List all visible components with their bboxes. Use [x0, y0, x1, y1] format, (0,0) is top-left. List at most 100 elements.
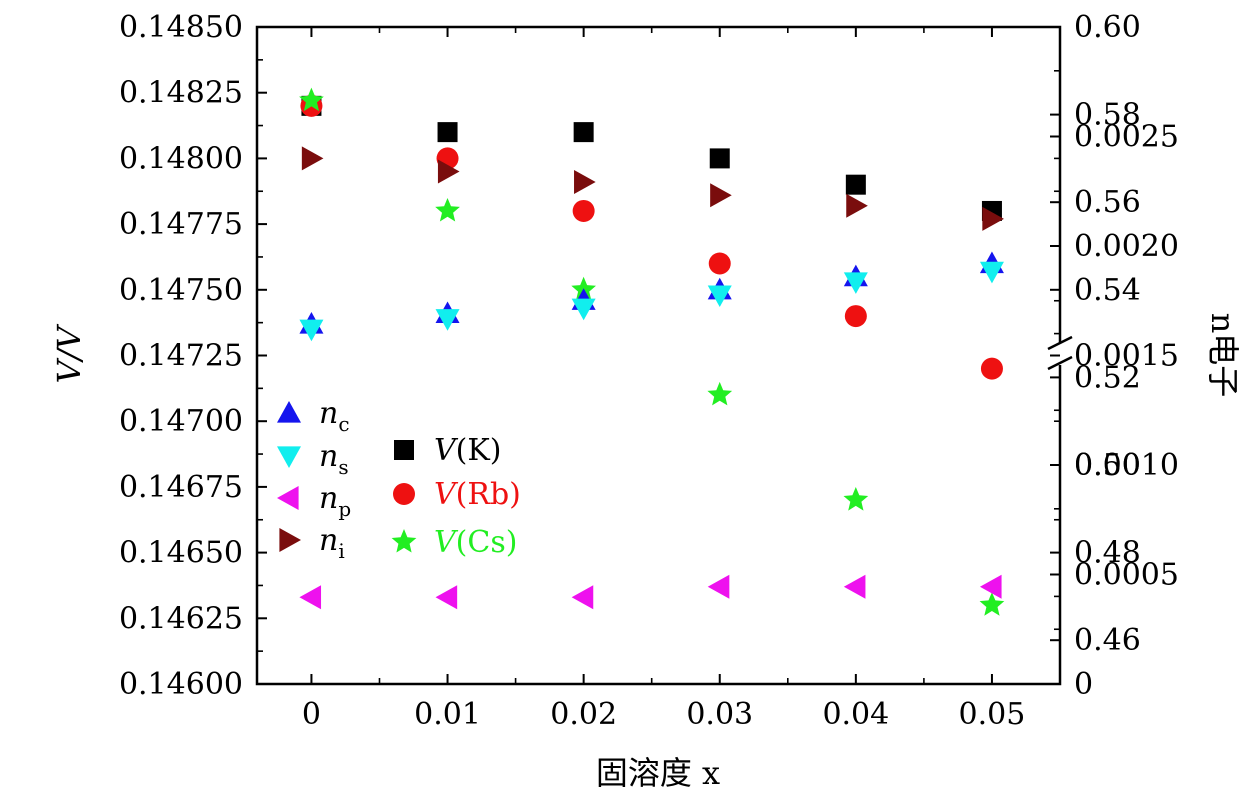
legend-entry: V(Cs) [391, 525, 517, 560]
x-tick-label: 0.05 [959, 697, 1026, 732]
point-vk [709, 148, 730, 169]
left-axis-title: V/V [50, 324, 88, 384]
series-V(K) [301, 95, 1002, 221]
point-vcs [435, 198, 460, 222]
point-ns [707, 285, 732, 308]
point-vcs [979, 592, 1005, 616]
x-axis-title: 固溶度 x [596, 754, 720, 792]
left-tick-label: 0.14600 [119, 667, 243, 702]
legend-marker [393, 483, 415, 505]
point-vrb [980, 357, 1003, 380]
x-tick-label: 0.01 [414, 697, 481, 732]
right-tick-label: 0.54 [1074, 273, 1141, 308]
point-vrb [844, 305, 867, 328]
point-vcs [843, 487, 869, 511]
legend-label: V(Rb) [434, 477, 521, 512]
point-ns [571, 298, 596, 321]
legend-marker [394, 440, 414, 460]
legend-marker [277, 486, 299, 510]
point-ni [301, 146, 324, 171]
x-tick-label: 0 [302, 697, 321, 732]
left-tick-label: 0.14725 [119, 339, 243, 374]
left-tick-label: 0.14800 [119, 141, 243, 176]
legend-entry: ni [279, 523, 345, 563]
point-np [707, 574, 730, 599]
right-axis-ticks: 0.46 0.48 0.50 0.52 0.54 0.56 0.58 0.60 0 0.0005 0… [1050, 10, 1179, 702]
legend-marker [277, 401, 301, 423]
legend-label: V(Cs) [434, 525, 517, 560]
legend-entry: V(K) [394, 433, 502, 468]
left-axis-ticks: 0.14600 0.14625 0.14650 0.14675 0.14700 0.147… [119, 10, 267, 702]
right-tick-label: 0.60 [1074, 10, 1141, 45]
right-tick-label: 0.50 [1074, 448, 1141, 483]
left-tick-label: 0.14850 [119, 10, 243, 45]
right-tick-label: 0.0025 [1074, 120, 1179, 155]
point-np [299, 585, 322, 610]
right-tick-label: 0.0005 [1074, 558, 1179, 593]
point-ns [979, 261, 1004, 284]
right-tick-label: 0.58 [1074, 98, 1141, 133]
x-tick-label: 0.02 [550, 697, 617, 732]
point-ns [435, 309, 460, 331]
legend-marker [279, 528, 301, 552]
point-vcs [299, 87, 324, 112]
plot-border [255, 25, 1062, 686]
right-tick-label: 0.0020 [1074, 229, 1179, 264]
right-tick-label: 0.56 [1074, 185, 1141, 220]
point-np [979, 574, 1002, 599]
left-tick-label: 0.14700 [119, 404, 243, 439]
point-vrb [572, 199, 595, 222]
series-nc [299, 251, 1004, 334]
point-vk [437, 122, 458, 143]
point-np [435, 585, 458, 610]
legend-label: V(K) [434, 433, 502, 468]
data-points [299, 87, 1005, 616]
axis-break-mark [1047, 335, 1073, 351]
right-tick-label: 0.48 [1074, 536, 1141, 571]
legend-marker [391, 529, 417, 553]
legend-label: ni [319, 523, 345, 563]
legend-entry: V(Rb) [393, 477, 521, 512]
x-tick-label: 0.03 [686, 697, 753, 732]
point-ni [574, 170, 596, 195]
point-np [571, 585, 594, 610]
plot-frame [255, 25, 1074, 686]
series-np [299, 574, 1002, 610]
point-ni [982, 206, 1004, 231]
legend-marker [277, 446, 301, 468]
series-V(Rb) [300, 94, 1003, 380]
point-vk [845, 174, 866, 195]
x-tick-label: 0.04 [822, 697, 889, 732]
left-tick-label: 0.14750 [119, 273, 243, 308]
point-ni [710, 183, 732, 208]
series-ni [301, 146, 1004, 231]
right-tick-label: 0.52 [1074, 360, 1141, 395]
right-tick-label: 0 [1074, 667, 1093, 702]
right-tick-label: 0.0010 [1074, 448, 1179, 483]
legend-label: nc [319, 396, 350, 436]
left-tick-label: 0.14775 [119, 207, 243, 242]
point-ni [437, 159, 460, 184]
point-vcs [707, 381, 733, 406]
left-tick-label: 0.14675 [119, 470, 243, 505]
left-tick-label: 0.14625 [119, 601, 243, 636]
axis-break-mark [1047, 355, 1073, 371]
legend-entry: ns [277, 439, 349, 479]
point-ns [843, 272, 868, 294]
point-np [843, 574, 866, 599]
legend-label: ns [319, 439, 349, 479]
right-tick-label: 0.46 [1074, 623, 1141, 658]
right-tick-label: 0.0015 [1074, 339, 1179, 374]
series-ns [299, 261, 1004, 342]
left-tick-label: 0.14650 [119, 536, 243, 571]
legend-label: np [319, 481, 351, 521]
point-vrb [708, 252, 731, 275]
left-tick-label: 0.14825 [119, 76, 243, 111]
right-axis-title: n电子 [1204, 313, 1242, 398]
point-vk [573, 122, 594, 143]
point-ns [299, 319, 324, 342]
legend-entry: nc [277, 396, 350, 436]
series-V(Cs) [299, 87, 1005, 616]
